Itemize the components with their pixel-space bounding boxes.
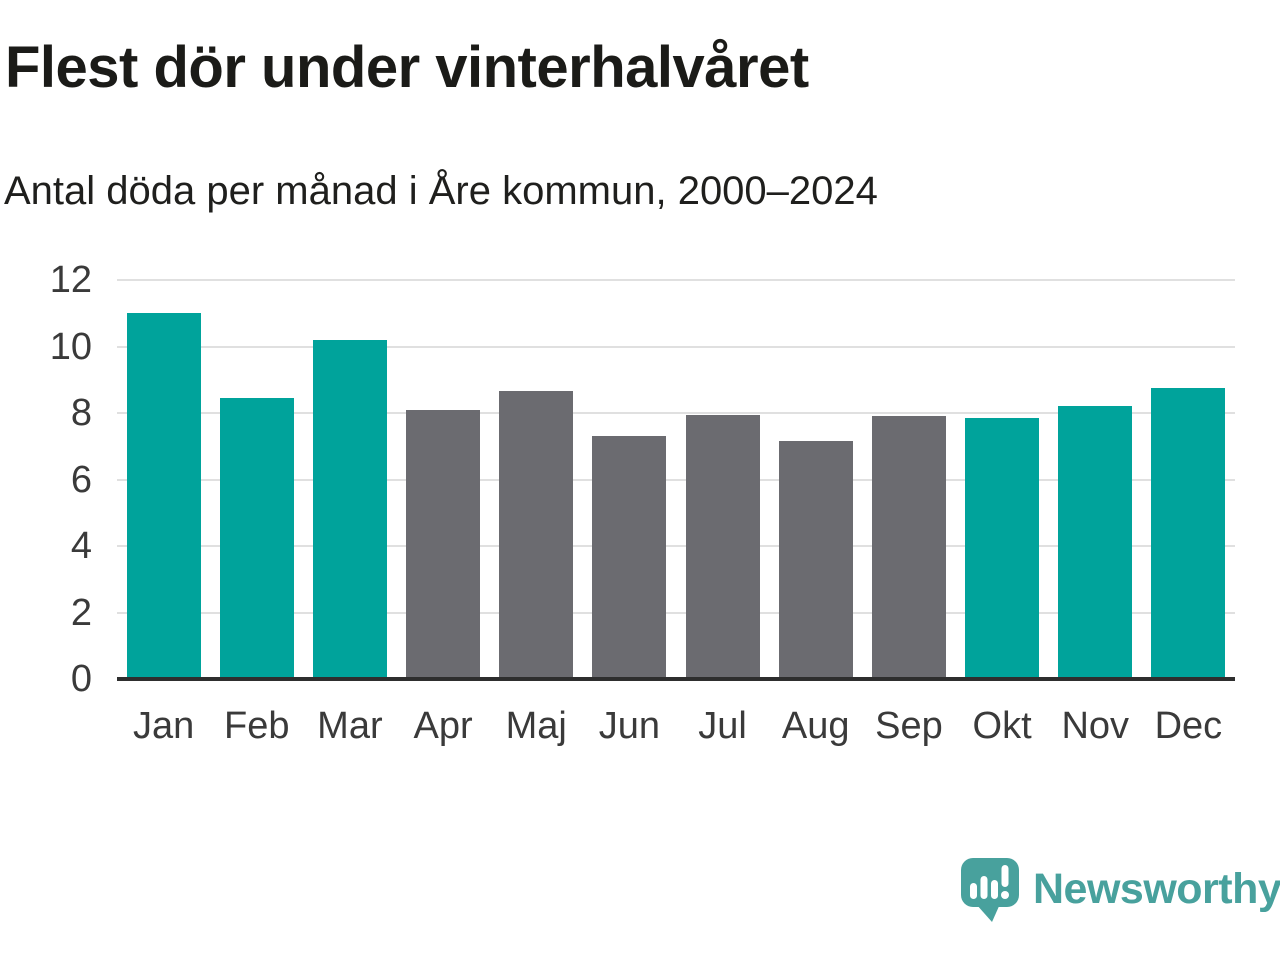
bar-jun — [592, 436, 667, 679]
chart-title: Flest dör under vinterhalvåret — [5, 35, 809, 100]
x-axis-label-feb: Feb — [223, 705, 290, 747]
newsworthy-logo-icon — [961, 858, 1019, 922]
x-axis-label-dec: Dec — [1154, 705, 1223, 747]
gridline-12 — [117, 279, 1235, 281]
bar-maj — [499, 391, 574, 679]
bar-jan — [126, 313, 201, 679]
x-axis-line — [117, 677, 1235, 681]
x-axis-label-jun: Jun — [598, 705, 661, 747]
y-axis-label-12: 12 — [49, 259, 92, 301]
bar-jul — [685, 414, 760, 679]
y-axis-label-0: 0 — [70, 658, 92, 700]
bar-dec — [1151, 388, 1226, 679]
y-axis-label-4: 4 — [70, 525, 92, 567]
bar-sep — [871, 416, 946, 679]
chart-subtitle: Antal döda per månad i Åre kommun, 2000–… — [4, 169, 878, 213]
gridline-10 — [117, 345, 1235, 348]
y-axis-label-6: 6 — [70, 458, 92, 501]
x-axis-label-aug: Aug — [781, 705, 850, 747]
bar-nov — [1058, 406, 1133, 679]
bar-aug — [778, 441, 853, 679]
bar-okt — [965, 417, 1040, 679]
x-axis-label-okt: Okt — [972, 705, 1032, 747]
gridline-8 — [117, 412, 1235, 414]
bar-apr — [406, 409, 481, 679]
bar-feb — [219, 398, 294, 679]
brand-logo: Newsworthy — [961, 858, 1280, 924]
y-axis-label-8: 8 — [70, 392, 92, 434]
x-axis-label-sep: Sep — [875, 705, 943, 747]
gridline-6 — [117, 478, 1235, 481]
x-axis-label-jan: Jan — [132, 705, 195, 747]
x-axis-label-nov: Nov — [1061, 705, 1130, 747]
y-axis-label-10: 10 — [49, 325, 92, 368]
gridline-4 — [117, 545, 1235, 547]
brand-name: Newsworthy — [1033, 865, 1280, 913]
x-axis-label-maj: Maj — [505, 705, 567, 747]
x-axis-label-apr: Apr — [413, 705, 473, 747]
y-axis-label-2: 2 — [70, 591, 92, 634]
bar-mar — [312, 339, 387, 679]
x-axis-label-mar: Mar — [317, 705, 383, 747]
x-axis-label-jul: Jul — [698, 705, 747, 747]
gridline-2 — [117, 611, 1235, 614]
